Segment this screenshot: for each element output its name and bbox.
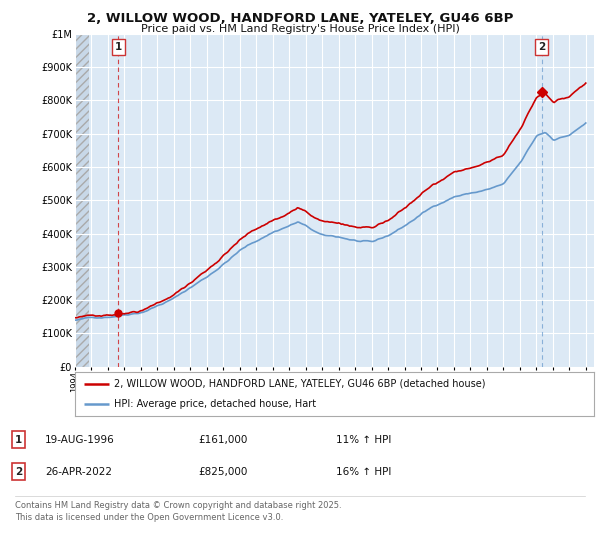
Text: 11% ↑ HPI: 11% ↑ HPI xyxy=(336,435,391,445)
Text: Contains HM Land Registry data © Crown copyright and database right 2025.
This d: Contains HM Land Registry data © Crown c… xyxy=(15,501,341,522)
Text: 1: 1 xyxy=(15,435,22,445)
Bar xyxy=(75,34,89,367)
Text: £161,000: £161,000 xyxy=(198,435,247,445)
Text: 2, WILLOW WOOD, HANDFORD LANE, YATELEY, GU46 6BP: 2, WILLOW WOOD, HANDFORD LANE, YATELEY, … xyxy=(87,12,513,25)
Text: 2: 2 xyxy=(15,466,22,477)
Text: 1: 1 xyxy=(115,42,122,52)
Text: 2: 2 xyxy=(538,42,545,52)
Text: 19-AUG-1996: 19-AUG-1996 xyxy=(45,435,115,445)
Text: 26-APR-2022: 26-APR-2022 xyxy=(45,466,112,477)
Text: 2, WILLOW WOOD, HANDFORD LANE, YATELEY, GU46 6BP (detached house): 2, WILLOW WOOD, HANDFORD LANE, YATELEY, … xyxy=(114,379,485,389)
Text: £825,000: £825,000 xyxy=(198,466,247,477)
Text: Price paid vs. HM Land Registry's House Price Index (HPI): Price paid vs. HM Land Registry's House … xyxy=(140,24,460,34)
Text: HPI: Average price, detached house, Hart: HPI: Average price, detached house, Hart xyxy=(114,399,316,409)
Text: 16% ↑ HPI: 16% ↑ HPI xyxy=(336,466,391,477)
